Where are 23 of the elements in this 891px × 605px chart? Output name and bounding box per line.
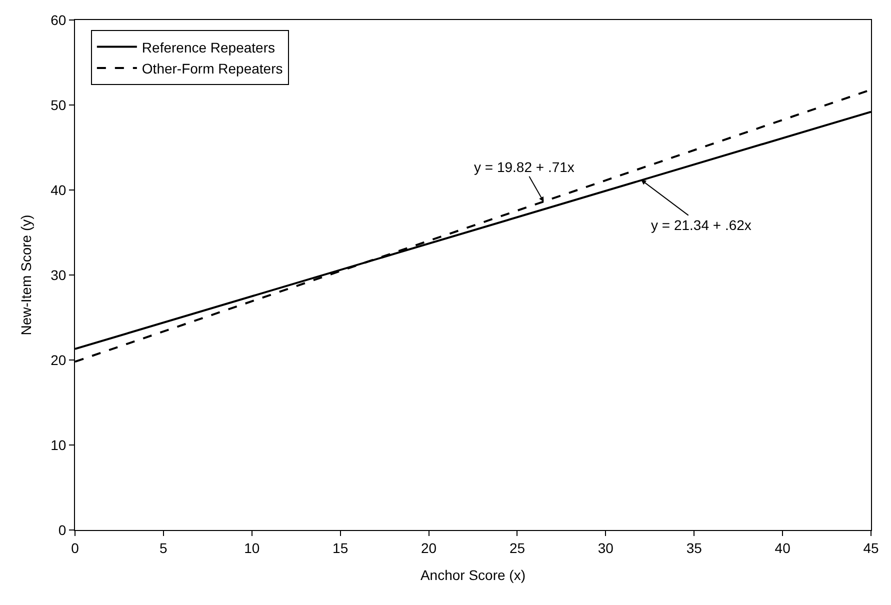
- y-tick-label: 40: [50, 182, 66, 198]
- x-tick-label: 5: [160, 540, 168, 556]
- x-tick-label: 40: [774, 540, 791, 556]
- y-axis-title: New-Item Score (y): [18, 214, 34, 336]
- legend-label: Other-Form Repeaters: [142, 60, 283, 76]
- x-tick-label: 45: [863, 540, 879, 556]
- annotation: y = 21.34 + .62x: [651, 217, 752, 233]
- y-tick-label: 10: [50, 436, 66, 453]
- x-tick-label: 35: [686, 540, 702, 556]
- y-tick-label: 50: [50, 96, 66, 113]
- x-tick-label: 15: [332, 540, 348, 556]
- x-tick-label: 30: [598, 540, 614, 556]
- y-tick-label: 30: [50, 266, 66, 283]
- x-tick-label: 25: [509, 540, 526, 556]
- annotation: y = 19.82 + .71x: [474, 159, 574, 175]
- x-tick-label: 20: [420, 540, 437, 556]
- y-tick-label: 0: [58, 522, 66, 538]
- y-tick-label: 60: [50, 12, 66, 28]
- x-tick-label: 10: [244, 540, 260, 556]
- x-tick-label: 0: [71, 540, 80, 556]
- y-tick-label: 20: [50, 352, 66, 368]
- x-axis-title: Anchor Score (x): [420, 567, 526, 584]
- legend-label: Reference Repeaters: [142, 39, 275, 56]
